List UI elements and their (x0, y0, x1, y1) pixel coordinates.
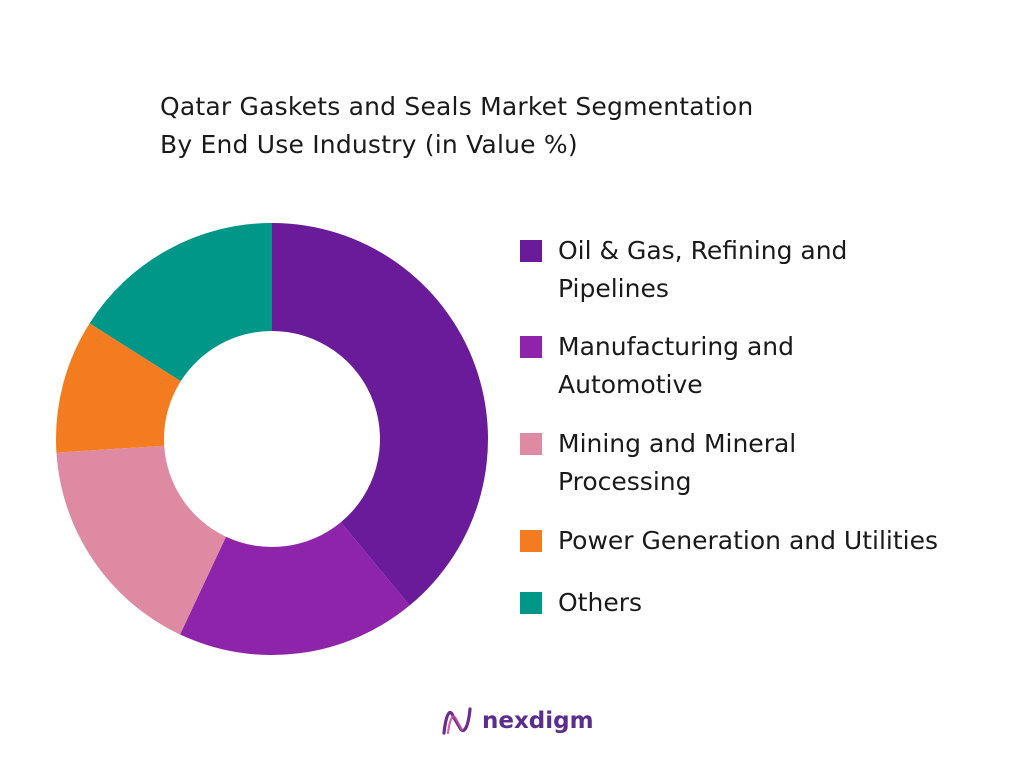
legend-item-3: Power Generation and Utilities (520, 522, 938, 560)
brand-footer: nexdigm (440, 704, 594, 738)
legend-label: Power Generation and Utilities (558, 522, 938, 560)
legend-label-line: Automotive (558, 370, 703, 399)
legend-label-line: Others (558, 588, 643, 617)
chart-title-line-2: By End Use Industry (in Value %) (160, 130, 578, 159)
legend-label: Mining and Mineral Processing (558, 425, 796, 501)
donut-slice-4 (89, 223, 272, 382)
legend-label: Oil & Gas, Refining and Pipelines (558, 232, 847, 308)
donut-slice-0 (272, 223, 488, 606)
legend-label: Manufacturing and Automotive (558, 328, 794, 404)
legend-item-0: Oil & Gas, Refining and Pipelines (520, 232, 847, 308)
legend-label-line: Mining and Mineral (558, 429, 797, 458)
legend-swatch (520, 433, 542, 455)
legend-item-2: Mining and Mineral Processing (520, 425, 796, 501)
legend-item-1: Manufacturing and Automotive (520, 328, 794, 404)
legend-label-line: Processing (558, 467, 692, 496)
legend-swatch (520, 592, 542, 614)
chart-title-line-1: Qatar Gaskets and Seals Market Segmentat… (160, 92, 754, 121)
donut-chart (56, 223, 488, 655)
brand-name: nexdigm (482, 708, 594, 734)
legend-swatch (520, 336, 542, 358)
donut-slice-2 (56, 445, 227, 635)
legend-label-line: Pipelines (558, 274, 669, 303)
nexdigm-logo-icon (442, 707, 472, 735)
legend-swatch (520, 530, 542, 552)
legend-label-line: Power Generation and Utilities (558, 526, 939, 555)
chart-title: Qatar Gaskets and Seals Market Segmentat… (160, 88, 753, 164)
donut-slice-3 (56, 323, 181, 453)
legend-label-line: Manufacturing and (558, 332, 795, 361)
donut-slice-1 (180, 522, 410, 655)
legend-label: Others (558, 584, 642, 622)
legend-item-4: Others (520, 584, 642, 622)
legend-swatch (520, 240, 542, 262)
legend-label-line: Oil & Gas, Refining and (558, 236, 848, 265)
